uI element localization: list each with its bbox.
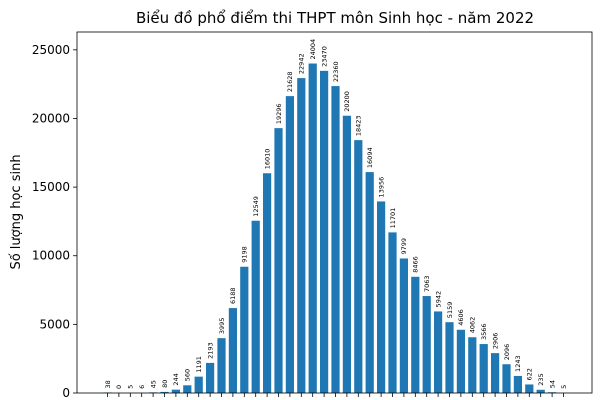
bar-data-label: 4062 xyxy=(469,317,477,334)
bar xyxy=(194,376,203,393)
bar xyxy=(456,329,465,393)
y-tick-label: 15000 xyxy=(32,180,70,194)
bar-data-label: 22360 xyxy=(332,61,340,82)
bar-data-label: 3566 xyxy=(480,324,488,341)
bar-data-label: 12549 xyxy=(252,196,260,217)
bar-data-label: 20200 xyxy=(343,91,351,112)
y-tick-label: 5000 xyxy=(39,317,70,331)
bar-data-label: 22942 xyxy=(298,53,306,74)
bar xyxy=(285,96,294,393)
bar-data-label: 2096 xyxy=(503,344,511,361)
bar xyxy=(365,172,374,393)
bar xyxy=(274,128,283,393)
bar-data-label: 21628 xyxy=(286,71,294,92)
bar xyxy=(183,385,192,393)
bar xyxy=(251,220,260,393)
bar-data-label: 244 xyxy=(172,373,180,385)
bar xyxy=(354,140,363,393)
bar xyxy=(160,391,169,393)
bar-data-label: 235 xyxy=(537,373,545,385)
bar xyxy=(445,322,454,393)
bar xyxy=(308,63,317,394)
bar xyxy=(388,232,397,393)
bar xyxy=(228,308,237,393)
bar-data-label: 1243 xyxy=(514,355,522,372)
bar xyxy=(240,266,249,393)
bar xyxy=(297,78,306,393)
bar xyxy=(206,362,215,393)
bar-data-label: 5 xyxy=(560,385,568,389)
bar-data-label: 1191 xyxy=(195,356,203,373)
bar xyxy=(422,296,431,393)
bar-data-label: 622 xyxy=(526,368,534,380)
bar-data-label: 4606 xyxy=(457,309,465,326)
bar-data-label: 54 xyxy=(548,380,556,388)
bar-data-label: 6 xyxy=(138,385,146,389)
bar xyxy=(491,353,500,393)
bar-data-label: 3995 xyxy=(218,318,226,335)
bar-data-label: 0 xyxy=(115,385,123,389)
bar xyxy=(502,364,511,393)
bar xyxy=(411,276,420,393)
data-labels-layer: 38 0 5 6 45 80 244 5601191219339956188919812549… xyxy=(104,39,568,389)
bar xyxy=(513,375,522,393)
bar-data-label: 18423 xyxy=(355,115,363,136)
bar-data-label: 16094 xyxy=(366,147,374,168)
bar xyxy=(342,115,351,393)
bar-data-label: 9198 xyxy=(241,246,249,263)
bar xyxy=(217,338,226,393)
bar-data-label: 45 xyxy=(149,380,157,388)
bar xyxy=(331,86,340,393)
y-tick-label: 25000 xyxy=(32,43,70,57)
bar-data-label: 560 xyxy=(184,369,192,381)
bar-data-label: 16010 xyxy=(263,149,271,170)
bar-data-label: 2906 xyxy=(491,333,499,350)
plot-frame xyxy=(76,31,593,394)
bar xyxy=(434,311,443,393)
bars-layer xyxy=(103,63,568,394)
bar-data-label: 5159 xyxy=(446,302,454,319)
bar-data-label: 9799 xyxy=(400,238,408,255)
bar xyxy=(525,384,534,393)
bar xyxy=(377,201,386,393)
bar-data-label: 80 xyxy=(161,380,169,388)
bar xyxy=(536,389,545,393)
bar xyxy=(479,344,488,393)
bar-data-label: 6188 xyxy=(229,288,237,305)
bar xyxy=(468,337,477,393)
bar-data-label: 5 xyxy=(127,385,135,389)
y-tick-label: 10000 xyxy=(32,249,70,263)
y-axis-label: Số lượng học sinh xyxy=(9,154,24,269)
bar-data-label: 38 xyxy=(104,380,112,388)
bar-data-label: 13956 xyxy=(377,177,385,198)
bar-data-label: 2193 xyxy=(206,342,214,359)
chart-title: Biểu đồ phổ điểm thi THPT môn Sinh học -… xyxy=(136,9,534,27)
bar-data-label: 24004 xyxy=(309,39,317,60)
bar xyxy=(171,389,180,393)
bar-data-label: 23470 xyxy=(320,46,328,67)
bar-data-label: 7063 xyxy=(423,276,431,293)
y-tick-label: 20000 xyxy=(32,111,70,125)
y-tick-label: 0 xyxy=(62,386,70,400)
bar-data-label: 5942 xyxy=(434,291,442,308)
bar-data-label: 8466 xyxy=(412,256,420,273)
axes-layer: 0 5000 10000 15000 20000 25000 xyxy=(32,31,593,400)
bar-data-label: 11701 xyxy=(389,208,397,229)
bar-data-label: 19296 xyxy=(275,103,283,124)
bar xyxy=(399,258,408,393)
bar xyxy=(263,173,272,393)
bar xyxy=(320,70,329,393)
